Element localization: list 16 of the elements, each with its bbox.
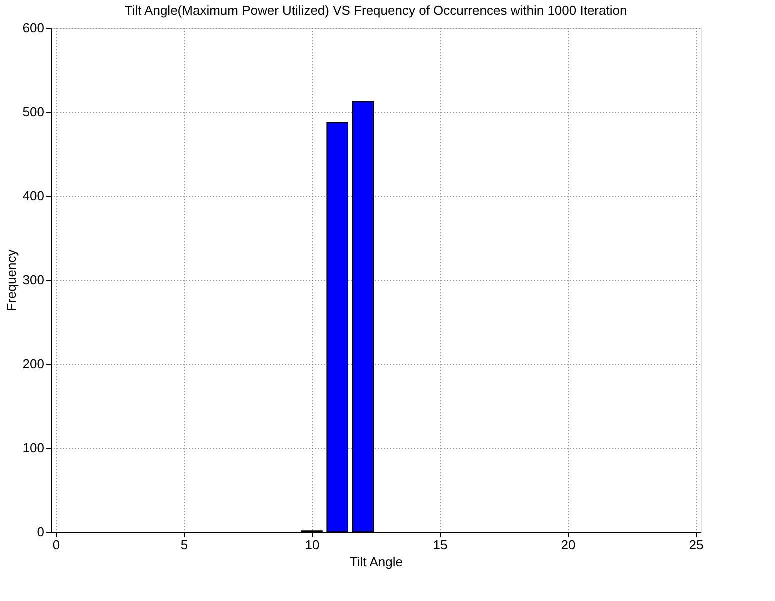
y-tick-label: 500 [22, 104, 44, 120]
y-tick-label: 400 [22, 188, 44, 204]
y-tick-label: 600 [22, 20, 44, 36]
x-tick-label: 10 [305, 538, 320, 552]
x-tick-label: 5 [180, 538, 188, 552]
x-tick-label: 25 [689, 538, 704, 552]
y-tick-label: 0 [37, 524, 44, 540]
y-axis-title: Frequency [4, 249, 19, 312]
chart-title: Tilt Angle(Maximum Power Utilized) VS Frequency of Occurrences within 1000 Iteration [124, 3, 628, 18]
y-tick-label: 300 [22, 272, 44, 288]
x-tick-label: 15 [433, 538, 448, 552]
x-tick-label: 20 [561, 538, 576, 552]
y-tick-label: 200 [22, 356, 44, 372]
x-tick-label: 0 [52, 538, 60, 552]
y-tick-label: 100 [22, 440, 44, 456]
x-axis-title: Tilt Angle [350, 554, 403, 570]
